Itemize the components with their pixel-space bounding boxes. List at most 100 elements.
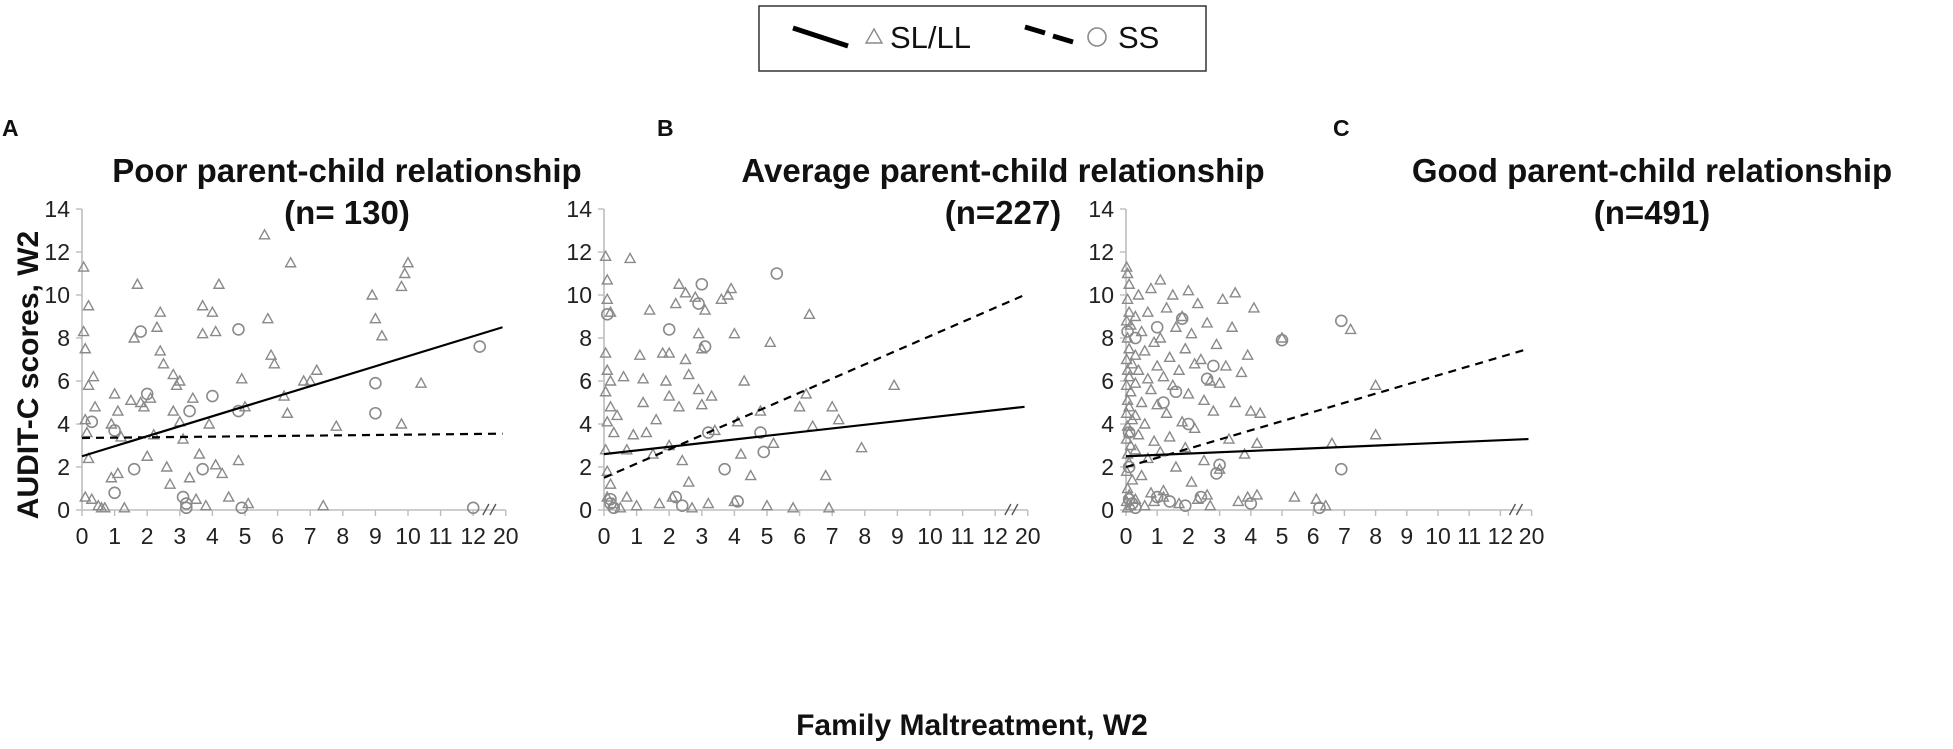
axis-break-icon [482,503,497,516]
x-tick-label: 12 [1488,523,1514,549]
data-point-sl-ll [643,303,656,315]
data-point-sl-ll [173,374,186,386]
x-axis-label: Family Maltreatment, W2 [796,709,1148,742]
data-point-sl-ll [1160,301,1173,313]
data-point-sl-ll [663,389,676,401]
data-point-sl-ll [679,353,692,365]
x-tick-label: 6 [793,523,806,549]
fit-line-ss [81,432,503,440]
data-point-sl-ll [1157,484,1170,496]
data-point-sl-ll [261,312,275,324]
data-point-sl-ll [1154,273,1167,285]
data-point-sl-ll [1369,428,1382,440]
x-tick-label: 4 [1244,523,1257,549]
data-point-sl-ll [601,363,614,375]
data-point-sl-ll [1120,314,1133,326]
data-point-ss [702,426,715,439]
data-point-sl-ll [222,490,235,502]
x-tick-label: 20 [1519,523,1545,549]
y-tick-label: 6 [579,368,592,394]
data-point-sl-ll [1138,344,1151,356]
data-point-sl-ll [1144,282,1158,294]
x-tick-label: 7 [826,523,839,549]
data-point-sl-ll [131,277,144,289]
data-point-sl-ll [630,499,643,511]
data-point-sl-ll [1253,406,1267,418]
data-point-sl-ll [1250,436,1264,449]
y-tick-label: 0 [57,497,70,523]
data-point-sl-ll [1129,310,1142,322]
data-point-sl-ll [1126,357,1139,369]
data-point-sl-ll [1132,363,1145,375]
data-point-ss [176,490,190,504]
data-point-sl-ll [1200,488,1214,500]
data-point-sl-ll [199,499,213,511]
data-point-sl-ll [620,490,634,502]
data-point-ss [1121,325,1134,338]
y-tick-label: 0 [1101,497,1114,523]
data-point-ss [1244,497,1258,510]
data-point-sl-ll [209,458,222,470]
data-point-sl-ll [599,346,612,358]
data-point-ss [1122,460,1136,474]
data-point-sl-ll [1126,473,1139,485]
data-point-sl-ll [317,499,330,511]
data-point-sl-ll [764,335,777,347]
data-point-sl-ll [728,327,741,339]
legend-label-sl-ll: SL/LL [890,20,971,55]
data-point-sl-ll [1141,451,1155,464]
panel-b-y-ticks: 0 2 4 6 8 10 12 14 [566,196,604,523]
data-point-sl-ll [1151,359,1164,371]
data-point-sl-ll [760,499,774,511]
data-point-sl-ll [599,249,612,261]
data-point-ss [206,389,219,403]
data-point-sl-ll [689,290,702,302]
data-point-ss [604,492,617,506]
data-point-sl-ll [1216,292,1229,304]
data-point-ss [1129,331,1142,345]
panel-a-y-ticks: 0 2 4 6 8 10 12 14 [44,196,82,523]
data-point-sl-ll [1144,383,1158,395]
y-tick-label: 10 [44,282,70,308]
data-point-ss [369,376,382,390]
data-point-sl-ll [604,400,617,412]
data-point-ss [180,501,193,515]
legend-box [758,5,1207,72]
data-point-sl-ll [1179,342,1192,354]
data-point-sl-ll [1325,436,1339,449]
data-point-sl-ll [1135,325,1148,337]
x-tick-label: 20 [493,523,519,549]
data-point-sl-ll [1129,348,1142,360]
y-tick-label: 14 [566,196,592,222]
data-point-ss [731,495,744,508]
data-point-sl-ll [1122,400,1136,412]
data-point-sl-ll [1121,419,1134,431]
x-tick-label: 3 [695,523,708,549]
data-point-sl-ll [186,391,200,403]
data-point-sl-ll [646,447,660,459]
y-tick-label: 4 [57,411,70,437]
data-point-sl-ll [209,325,222,337]
legend: SL/LL SS [758,5,1207,72]
data-point-sl-ll [95,501,108,513]
x-tick-label: 9 [891,523,904,549]
data-point-sl-ll [1166,288,1179,300]
data-point-sl-ll [682,368,695,380]
data-point-sl-ll [258,228,271,240]
x-tick-label: 11 [429,523,453,549]
data-point-sl-ll [1129,443,1142,455]
data-point-sl-ll [206,305,219,317]
data-point-sl-ll [692,383,705,395]
panel-c-letter: C [1333,115,1350,141]
y-tick-label: 6 [1101,368,1114,394]
data-point-sl-ll [1132,428,1145,440]
data-point-sl-ll [799,387,813,399]
data-point-sl-ll [281,406,294,418]
data-point-sl-ll [1129,408,1142,421]
panel-b-x-ticks: 0 1 2 3 4 5 6 7 8 9 10 11 12 20 [598,510,1041,549]
data-point-sl-ll [734,447,748,459]
data-point-sl-ll [1172,497,1186,509]
panel-a-letter: A [2,115,19,141]
data-point-sl-ll [819,469,832,481]
